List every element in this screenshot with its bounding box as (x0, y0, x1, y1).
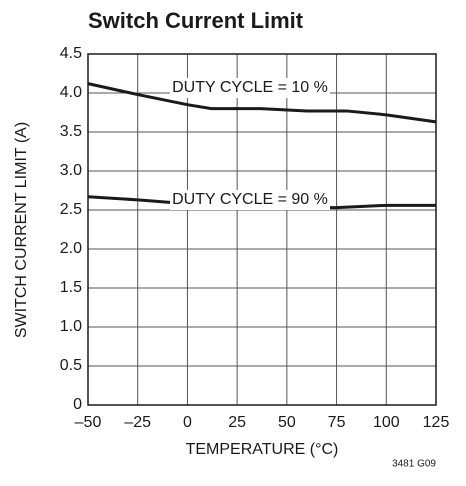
x-tick-label: –25 (124, 414, 151, 431)
x-tick-label: 100 (373, 414, 400, 431)
series-label: DUTY CYCLE = 90 % (172, 191, 328, 208)
y-tick-label: 4.5 (60, 45, 82, 62)
y-tick-label: 1.5 (60, 279, 82, 296)
plot-frame (87, 53, 437, 406)
y-tick-label: 1.0 (60, 318, 82, 335)
x-tick-label: 50 (278, 414, 296, 431)
y-tick-label: 0.5 (60, 357, 82, 374)
series-line (87, 82, 437, 124)
x-tick-label: 125 (423, 414, 450, 431)
footnote: 3481 G09 (392, 459, 436, 470)
x-axis-label: TEMPERATURE (°C) (186, 441, 339, 458)
y-tick-label: 3.0 (60, 162, 82, 179)
y-tick-label: 3.5 (60, 123, 82, 140)
y-tick-label: 2.0 (60, 240, 82, 257)
x-tick-label: 0 (183, 414, 192, 431)
chart-title: Switch Current Limit (88, 8, 304, 33)
y-tick-label: 4.0 (60, 84, 82, 101)
x-tick-label: 75 (328, 414, 346, 431)
x-tick-label: –50 (75, 414, 102, 431)
series-label: DUTY CYCLE = 10 % (172, 79, 328, 96)
x-tick-label: 25 (228, 414, 246, 431)
label-bg (170, 78, 330, 98)
y-tick-label: 2.5 (60, 201, 82, 218)
y-axis-label: SWITCH CURRENT LIMIT (A) (13, 122, 30, 338)
y-tick-label: 0 (73, 396, 82, 413)
label-bg (170, 190, 330, 210)
